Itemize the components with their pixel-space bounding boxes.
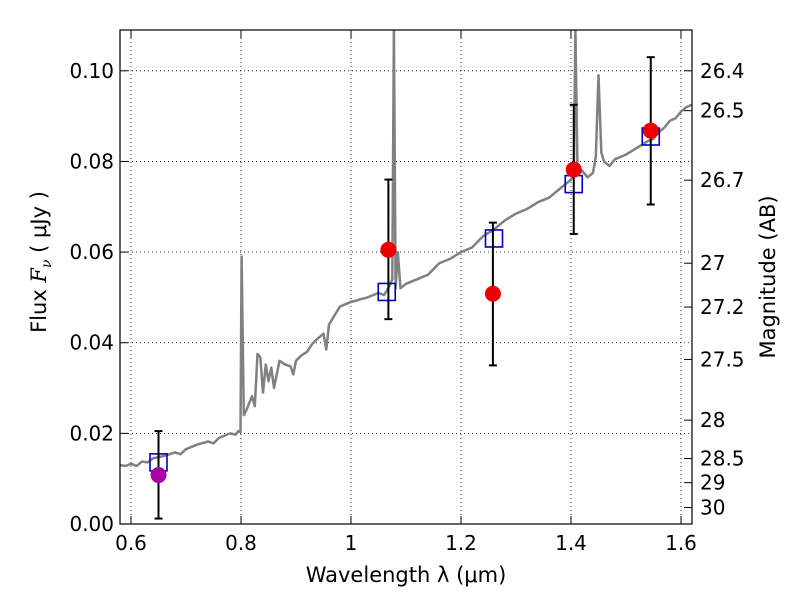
y-tick-label: 0.10 [69, 59, 114, 83]
y-axis-label-subscript: ν [39, 259, 55, 268]
y-tick-label: 0.04 [69, 331, 114, 355]
y2-tick-label: 28.5 [700, 446, 745, 470]
x-tick-label: 1.4 [555, 531, 587, 555]
observed-point-0 [150, 467, 167, 484]
y2-tick-label: 27 [700, 251, 725, 275]
axes: 0.6 0.8 1 1.2 1.4 1.6 0.00 0.02 0.04 0.06 0.08 0.10… [69, 29, 745, 555]
y2-tick-label: 27.5 [700, 347, 745, 371]
x-tick-label: 0.6 [115, 531, 147, 555]
y2-tick-label: 26.7 [700, 168, 745, 192]
x-axis-label: Wavelength λ (μm) [306, 563, 507, 587]
model-spectrum-line [120, 30, 692, 468]
y-axis-label-math: F [27, 267, 51, 284]
y-axis-label-unit: ( μJy ) [27, 191, 51, 259]
model-photometry-square-1 [377, 282, 397, 302]
y2-axis-label: Magnitude (AB) [756, 195, 780, 358]
observed-point-2 [484, 285, 501, 302]
observed-point-3 [565, 161, 582, 178]
y2-tick-label: 27.2 [700, 295, 745, 319]
x-tick-label: 1.6 [665, 531, 697, 555]
y2-tick-label: 28 [700, 408, 725, 432]
x-tick-label: 1 [345, 531, 358, 555]
y-tick-label: 0.08 [69, 149, 114, 173]
observed-point-4 [642, 122, 659, 139]
y-tick-label: 0.06 [69, 240, 114, 264]
y-axis-label-text: Flux [27, 283, 51, 333]
y-tick-label: 0.00 [69, 512, 114, 536]
observed-point-1 [380, 241, 397, 258]
y2-tick-label: 30 [700, 496, 725, 520]
y2-tick-label: 26.4 [700, 59, 745, 83]
x-tick-label: 0.8 [225, 531, 257, 555]
y-tick-label: 0.02 [69, 421, 114, 445]
plot-frame [119, 29, 693, 525]
y2-tick-label: 29 [700, 471, 725, 495]
x-tick-label: 1.2 [445, 531, 477, 555]
y-axis-label: Flux Fν ( μJy ) [27, 191, 55, 333]
y2-tick-label: 26.5 [700, 99, 745, 123]
model-photometry-square-2 [484, 229, 504, 248]
